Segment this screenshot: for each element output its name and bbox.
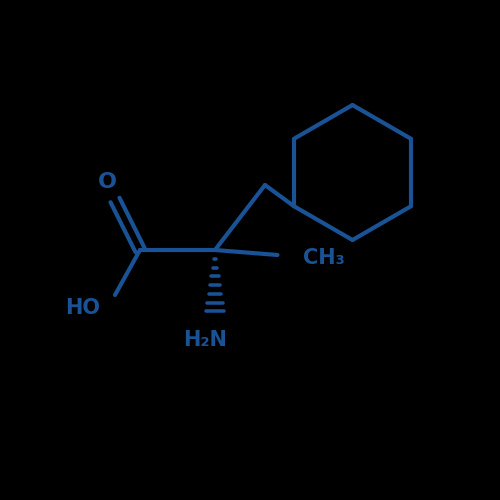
Text: O: O (98, 172, 117, 193)
Text: CH₃: CH₃ (302, 248, 344, 268)
Text: HO: HO (65, 298, 100, 318)
Text: H₂N: H₂N (183, 330, 227, 350)
